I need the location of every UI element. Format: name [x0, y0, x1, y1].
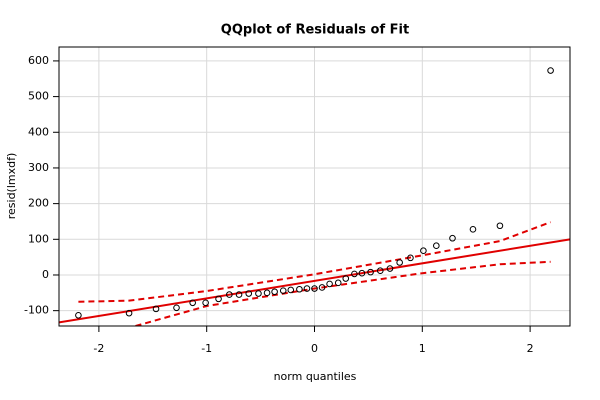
data-point	[420, 247, 427, 255]
data-point	[334, 279, 342, 287]
y-tick-label: 200	[28, 197, 49, 210]
x-tick-label: -2	[93, 342, 104, 355]
data-point	[287, 286, 295, 294]
data-point	[469, 226, 477, 233]
data-point	[547, 67, 554, 74]
data-point	[125, 309, 133, 317]
data-point	[496, 222, 504, 230]
plot-area	[59, 67, 570, 326]
data-point	[173, 304, 180, 312]
y-tick-label: 600	[28, 54, 49, 67]
confidence-band	[78, 221, 551, 303]
data-point	[279, 287, 287, 294]
y-tick-label: 0	[42, 268, 49, 281]
data-point	[189, 299, 196, 307]
data-point	[396, 259, 403, 266]
data-point	[433, 242, 440, 250]
reference-line	[59, 238, 570, 324]
data-point	[202, 299, 209, 307]
data-point	[407, 254, 414, 262]
x-tick-label: 0	[311, 342, 318, 355]
x-tick-label: -1	[201, 342, 212, 355]
y-tick-label: 300	[28, 161, 49, 174]
data-point	[358, 269, 366, 277]
x-tick-label: 1	[419, 342, 426, 355]
data-point	[75, 311, 82, 319]
y-tick-label: 500	[28, 90, 49, 103]
data-point	[303, 285, 311, 292]
data-point	[215, 295, 222, 303]
data-point	[326, 280, 333, 288]
data-point	[271, 288, 278, 296]
y-axis-label: resid(lmxdf)	[5, 153, 18, 220]
data-point	[367, 268, 374, 276]
data-point	[152, 305, 160, 313]
data-point	[245, 290, 253, 297]
data-point	[235, 291, 243, 298]
data-point	[449, 234, 456, 242]
grid	[59, 47, 570, 326]
data-point	[311, 285, 318, 292]
data-point	[351, 270, 358, 278]
x-axis-label: norm quantiles	[274, 370, 357, 383]
y-tick-label: -100	[24, 304, 49, 317]
y-tick-label: 100	[28, 232, 49, 245]
x-tick-label: 2	[527, 342, 534, 355]
chart-title: QQplot of Residuals of Fit	[221, 23, 409, 38]
data-point	[255, 290, 262, 297]
data-point	[263, 289, 271, 297]
confidence-band	[135, 260, 551, 326]
data-point	[226, 291, 233, 298]
y-tick-label: 400	[28, 125, 49, 138]
data-point	[376, 267, 384, 274]
data-point	[342, 275, 350, 282]
data-point	[296, 285, 303, 293]
data-point	[318, 284, 326, 291]
data-point	[386, 265, 394, 272]
